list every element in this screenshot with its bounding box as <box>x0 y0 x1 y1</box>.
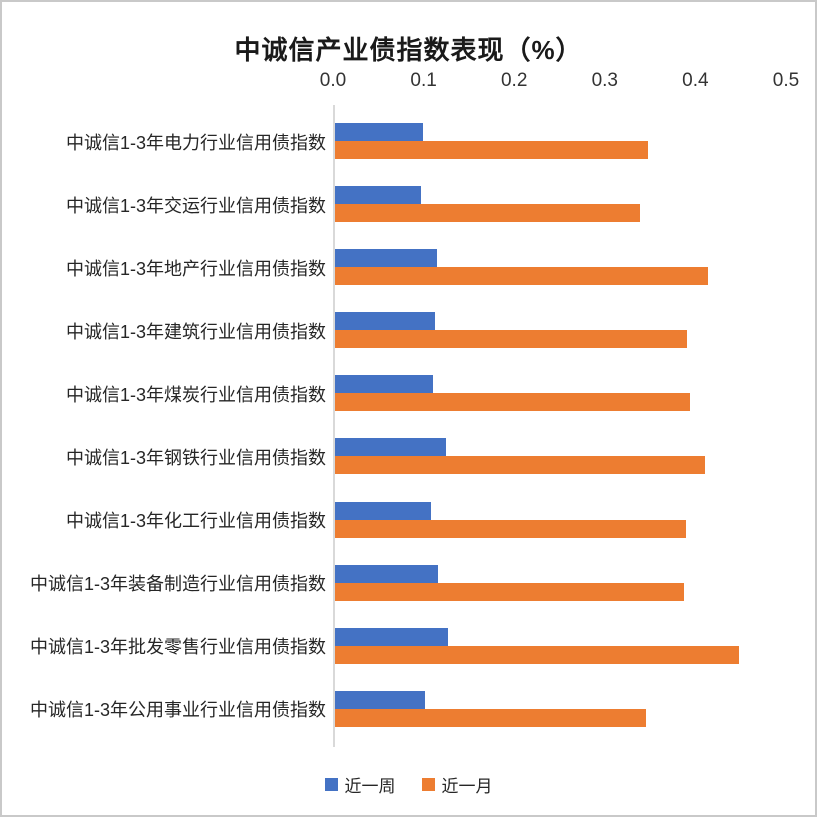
x-axis-tick-label: 0.4 <box>682 70 709 91</box>
bar-近一周 <box>335 123 423 141</box>
bar-近一周 <box>335 312 435 331</box>
legend-swatch <box>421 778 435 791</box>
legend-label: 近一月 <box>441 777 493 796</box>
bar-近一周 <box>335 438 447 457</box>
bar-近一月 <box>335 141 648 159</box>
bar-近一周 <box>335 186 422 205</box>
x-axis-tick-label: 0.5 <box>772 70 800 91</box>
bar-近一月 <box>335 456 705 475</box>
category-label: 中诚信1-3年建筑行业信用债指数 <box>65 321 326 342</box>
bar-近一周 <box>335 690 425 709</box>
bar-近一月 <box>335 519 686 538</box>
x-axis-tick-label: 0.2 <box>500 70 528 91</box>
x-axis-tick-label: 0.0 <box>319 70 347 91</box>
bar-group <box>335 173 788 236</box>
bar-group <box>335 615 788 678</box>
category-label: 中诚信1-3年批发零售行业信用债指数 <box>29 637 326 658</box>
bar-近一月 <box>335 204 641 223</box>
legend-swatch <box>324 778 338 791</box>
legend-label: 近一周 <box>344 777 396 796</box>
category-label: 中诚信1-3年煤炭行业信用债指数 <box>65 384 326 405</box>
category-label: 中诚信1-3年钢铁行业信用债指数 <box>65 448 326 469</box>
bar-近一月 <box>335 582 684 601</box>
bar-group <box>335 236 788 299</box>
bar-group <box>335 489 788 552</box>
bar-group <box>335 362 788 425</box>
category-label: 中诚信1-3年电力行业信用债指数 <box>65 132 326 153</box>
category-label: 中诚信1-3年地产行业信用债指数 <box>65 258 326 279</box>
bar-group <box>335 425 788 488</box>
bar-近一周 <box>335 564 439 583</box>
plot-area <box>335 110 788 741</box>
bar-近一月 <box>335 330 687 349</box>
legend-item: 近一月 <box>421 772 493 797</box>
category-label: 中诚信1-3年装备制造行业信用债指数 <box>29 574 326 595</box>
bar-近一周 <box>335 375 433 394</box>
bar-group <box>335 552 788 615</box>
bar-近一周 <box>335 501 432 520</box>
legend-item: 近一周 <box>324 772 396 797</box>
legend: 近一周 近一月 <box>2 772 815 797</box>
category-label: 中诚信1-3年化工行业信用债指数 <box>65 511 326 532</box>
bar-近一月 <box>335 645 740 664</box>
x-axis-tick-label: 0.1 <box>410 70 437 91</box>
bar-近一月 <box>335 267 709 286</box>
x-axis-tick-label: 0.3 <box>591 70 619 91</box>
chart-title: 中诚信产业债指数表现（%） <box>234 35 583 65</box>
x-axis: 0.0 0.1 0.2 0.3 0.4 0.5 <box>320 70 799 94</box>
bar-group <box>335 110 788 173</box>
category-axis-line <box>333 105 335 747</box>
bar-近一月 <box>335 708 646 727</box>
category-label: 中诚信1-3年公用事业行业信用债指数 <box>29 700 326 721</box>
bar-近一周 <box>335 249 438 268</box>
bar-group <box>335 678 788 741</box>
category-label: 中诚信1-3年交运行业信用债指数 <box>65 195 326 216</box>
bar-group <box>335 299 788 362</box>
bar-近一周 <box>335 627 449 646</box>
bar-近一月 <box>335 393 691 412</box>
category-axis-labels: 中诚信1-3年电力行业信用债指数 中诚信1-3年交运行业信用债指数 中诚信1-3年地… <box>2 110 326 741</box>
